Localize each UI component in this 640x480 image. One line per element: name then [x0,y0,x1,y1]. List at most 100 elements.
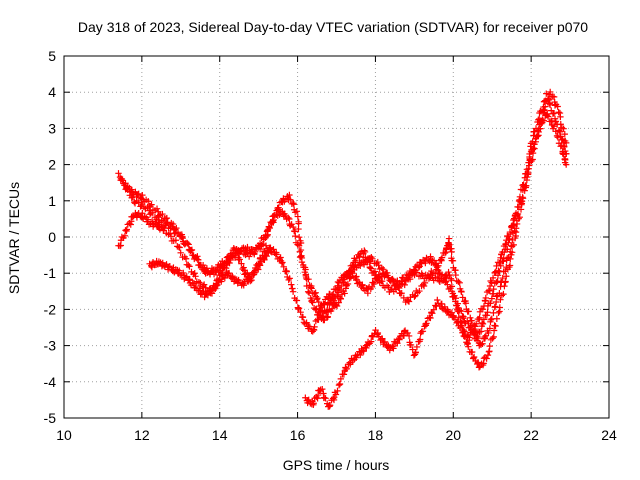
plus-marker [197,279,204,287]
plus-marker [452,295,460,302]
plus-marker [413,269,421,276]
plus-marker [477,328,485,335]
plus-marker [389,278,397,286]
plus-marker [144,216,152,223]
plus-marker [531,145,538,152]
plus-marker [123,185,130,192]
plus-marker [248,276,255,284]
plus-marker [502,278,509,285]
plus-marker [470,353,478,361]
plus-marker [295,220,302,227]
plus-marker [555,127,563,134]
plus-marker [343,365,350,372]
plus-marker [163,219,171,227]
plus-marker [429,310,436,317]
plus-marker [394,340,401,347]
plus-marker [435,270,443,278]
plus-marker [508,249,516,256]
plus-marker [265,248,272,256]
plus-marker [492,298,500,306]
plus-marker [523,182,530,189]
plus-marker [251,269,258,276]
plus-marker [367,265,375,272]
plus-marker [484,309,491,316]
plus-marker [234,248,242,255]
plus-marker [286,275,293,282]
x-tick-label: 10 [56,427,72,443]
plus-marker [544,113,552,120]
x-tick-label: 18 [368,427,384,443]
plus-marker [332,391,340,398]
x-axis-label: GPS time / hours [283,457,390,473]
plus-marker [395,284,402,291]
plus-marker [192,282,200,290]
plus-marker [448,276,455,284]
plus-marker [535,116,542,124]
plus-marker [458,288,465,296]
plus-marker [334,387,341,395]
plus-marker [270,246,277,253]
plus-marker [449,257,457,264]
plus-marker [456,279,463,287]
plus-marker [355,279,363,286]
plus-marker [244,269,251,277]
plus-marker [265,223,273,231]
plus-marker [294,305,302,313]
plus-marker [321,394,328,401]
plus-marker [286,222,294,229]
plus-marker [336,380,344,388]
plus-marker [263,253,270,260]
plus-marker [299,314,307,321]
plus-marker [335,299,342,306]
plus-marker [521,187,528,194]
plus-marker [505,233,512,240]
plus-marker [289,285,296,292]
plus-marker [531,128,538,135]
plus-marker [238,260,245,267]
plus-marker [292,232,299,240]
plus-marker [561,130,568,138]
plus-marker [192,273,199,280]
plus-marker [416,336,424,343]
plus-marker [396,336,403,343]
y-axis-ticks: -5 -4 -3 -2 -1 0 1 2 3 4 5 [44,48,609,426]
plus-marker [484,351,492,359]
plus-marker [293,297,301,304]
plus-marker [430,306,438,313]
plus-marker [353,354,360,361]
plus-marker [454,307,461,315]
plus-marker [311,290,318,297]
plus-marker [369,333,377,340]
chart-title: Day 318 of 2023, Sidereal Day-to-day VTE… [78,19,588,35]
plus-marker [172,237,180,244]
plus-marker [320,300,327,307]
plus-marker [166,262,174,270]
plus-marker [329,395,337,402]
plus-marker [310,400,317,407]
plus-marker [487,300,494,307]
plus-marker [457,322,465,329]
plus-marker [559,135,566,143]
plus-marker [166,230,174,237]
plus-marker [496,304,504,311]
plus-marker [145,198,152,205]
plus-marker [149,209,157,216]
plus-marker [253,264,261,272]
plus-marker [305,396,312,404]
plus-marker [311,323,318,331]
plus-marker [450,312,457,320]
plus-marker [260,236,268,243]
plus-marker [187,247,194,255]
plus-marker [273,251,280,258]
plus-marker [174,228,182,236]
plus-marker [153,205,161,212]
plus-marker [512,228,520,236]
plus-marker [167,233,175,240]
plus-marker [467,314,474,322]
plus-marker [243,248,250,256]
plot-frame [63,55,610,419]
plus-marker [479,320,487,328]
plus-marker [191,270,198,277]
plus-marker [295,233,303,241]
plus-marker [443,246,450,253]
